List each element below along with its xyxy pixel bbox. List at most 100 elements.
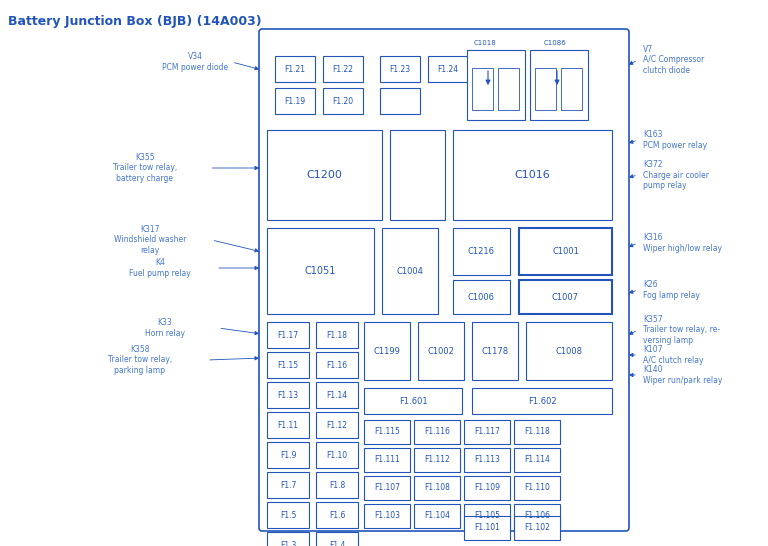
Text: F1.106: F1.106: [524, 512, 550, 520]
Bar: [514, 448, 560, 472]
Text: F1.23: F1.23: [389, 64, 411, 74]
Bar: [514, 516, 560, 540]
Bar: [364, 388, 462, 414]
Bar: [267, 352, 309, 378]
Bar: [275, 88, 315, 114]
Bar: [364, 448, 410, 472]
Bar: [472, 68, 493, 110]
Text: K355
Trailer tow relay,
battery charge: K355 Trailer tow relay, battery charge: [113, 153, 177, 183]
Bar: [380, 88, 420, 114]
Text: K317
Windshield washer
relay: K317 Windshield washer relay: [114, 225, 186, 255]
Text: F1.4: F1.4: [329, 541, 345, 546]
Bar: [530, 50, 588, 120]
Text: F1.16: F1.16: [326, 360, 348, 370]
Bar: [514, 420, 560, 444]
Text: F1.7: F1.7: [280, 480, 296, 490]
Bar: [519, 280, 612, 314]
Text: C1178: C1178: [482, 347, 508, 355]
Text: K358
Trailer tow relay,
parking lamp: K358 Trailer tow relay, parking lamp: [108, 345, 172, 375]
Bar: [267, 322, 309, 348]
Bar: [561, 68, 582, 110]
Text: C1002: C1002: [428, 347, 455, 355]
Text: F1.602: F1.602: [528, 396, 556, 406]
Text: F1.3: F1.3: [280, 541, 296, 546]
Bar: [267, 382, 309, 408]
Bar: [514, 476, 560, 500]
Bar: [418, 322, 464, 380]
Text: F1.18: F1.18: [326, 330, 347, 340]
Bar: [316, 472, 358, 498]
Bar: [453, 130, 612, 220]
Text: F1.107: F1.107: [374, 484, 400, 492]
Bar: [467, 50, 525, 120]
Bar: [464, 476, 510, 500]
Text: F1.102: F1.102: [524, 524, 550, 532]
Bar: [464, 516, 510, 540]
Bar: [464, 504, 510, 528]
Text: F1.110: F1.110: [524, 484, 550, 492]
Bar: [519, 228, 612, 275]
Bar: [267, 502, 309, 528]
Bar: [453, 228, 510, 275]
Text: K33
Horn relay: K33 Horn relay: [145, 318, 185, 337]
Text: F1.8: F1.8: [329, 480, 345, 490]
Text: F1.20: F1.20: [333, 97, 353, 105]
Bar: [453, 280, 510, 314]
Text: K26
Fog lamp relay: K26 Fog lamp relay: [643, 280, 700, 300]
Text: F1.101: F1.101: [474, 524, 500, 532]
Bar: [514, 504, 560, 528]
Text: F1.117: F1.117: [474, 428, 500, 436]
Bar: [526, 322, 612, 380]
Text: F1.115: F1.115: [374, 428, 400, 436]
Text: K316
Wiper high/low relay: K316 Wiper high/low relay: [643, 233, 722, 253]
Bar: [414, 504, 460, 528]
Text: Battery Junction Box (BJB) (14A003): Battery Junction Box (BJB) (14A003): [8, 15, 262, 28]
Bar: [472, 388, 612, 414]
Bar: [364, 476, 410, 500]
Text: F1.9: F1.9: [280, 450, 296, 460]
Bar: [316, 442, 358, 468]
Text: F1.22: F1.22: [333, 64, 353, 74]
Bar: [323, 88, 363, 114]
Text: V7
A/C Compressor
clutch diode: V7 A/C Compressor clutch diode: [643, 45, 704, 75]
Text: V34
PCM power diode: V34 PCM power diode: [162, 52, 228, 72]
Bar: [414, 476, 460, 500]
Text: F1.6: F1.6: [329, 511, 345, 519]
Bar: [498, 68, 519, 110]
Text: K140
Wiper run/park relay: K140 Wiper run/park relay: [643, 365, 723, 385]
Bar: [535, 68, 556, 110]
Text: C1199: C1199: [373, 347, 400, 355]
Text: F1.19: F1.19: [284, 97, 306, 105]
Text: F1.15: F1.15: [277, 360, 299, 370]
Text: F1.17: F1.17: [277, 330, 299, 340]
Text: K163
PCM power relay: K163 PCM power relay: [643, 130, 707, 150]
Bar: [364, 322, 410, 380]
Text: C1007: C1007: [552, 293, 579, 301]
Bar: [316, 382, 358, 408]
Text: F1.116: F1.116: [424, 428, 450, 436]
Text: C1200: C1200: [306, 170, 343, 180]
Bar: [382, 228, 438, 314]
Bar: [380, 56, 420, 82]
Bar: [464, 420, 510, 444]
Text: C1008: C1008: [555, 347, 582, 355]
Bar: [316, 322, 358, 348]
Bar: [364, 420, 410, 444]
Text: F1.10: F1.10: [326, 450, 348, 460]
Text: C1016: C1016: [515, 170, 551, 180]
Text: F1.5: F1.5: [280, 511, 296, 519]
Text: F1.14: F1.14: [326, 390, 348, 400]
Text: K107
A/C clutch relay: K107 A/C clutch relay: [643, 345, 703, 365]
Text: F1.109: F1.109: [474, 484, 500, 492]
Bar: [414, 420, 460, 444]
Bar: [428, 56, 468, 82]
Bar: [267, 472, 309, 498]
Text: K357
Trailer tow relay, re-
versing lamp: K357 Trailer tow relay, re- versing lamp: [643, 315, 720, 345]
Text: C1018: C1018: [474, 40, 496, 46]
Bar: [275, 56, 315, 82]
Text: C1006: C1006: [468, 293, 495, 301]
Text: K372
Charge air cooler
pump relay: K372 Charge air cooler pump relay: [643, 160, 709, 190]
Text: F1.113: F1.113: [474, 455, 500, 465]
Text: F1.601: F1.601: [399, 396, 427, 406]
Text: F1.105: F1.105: [474, 512, 500, 520]
